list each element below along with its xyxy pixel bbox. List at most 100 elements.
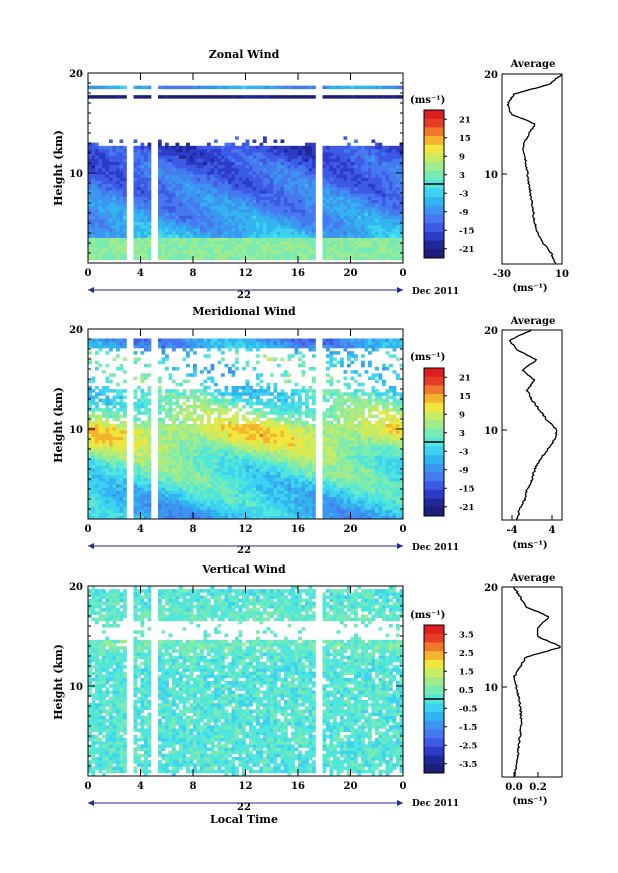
heatmap-cell <box>273 183 278 188</box>
heatmap-cell <box>186 95 190 99</box>
heatmap-cell <box>95 360 99 365</box>
heatmap-cell <box>203 439 208 444</box>
heatmap-cell <box>133 474 138 479</box>
heatmap-cell <box>280 199 285 204</box>
heatmap-cell <box>389 168 393 172</box>
heatmap-cell <box>105 145 110 150</box>
heatmap-cell <box>88 465 92 469</box>
heatmap-cell <box>217 206 222 210</box>
heatmap-cell <box>189 462 194 466</box>
heatmap-cell <box>210 202 215 207</box>
heatmap-cell <box>196 215 201 219</box>
heatmap-cell <box>88 149 92 153</box>
heatmap-cell <box>95 190 99 194</box>
heatmap-cell <box>326 199 330 204</box>
heatmap-cell <box>217 360 222 365</box>
heatmap-cell <box>371 228 376 232</box>
heatmap-cell <box>270 155 274 159</box>
heatmap-cell <box>235 221 239 226</box>
heatmap-cell <box>357 187 362 191</box>
heatmap-cell <box>200 206 204 210</box>
heatmap-cell <box>207 152 211 156</box>
heatmap-cell <box>175 496 180 501</box>
zonal-wind-title: Zonal Wind <box>209 48 280 61</box>
heatmap-cell <box>175 177 180 181</box>
heatmap-cell <box>298 152 302 156</box>
heatmap-cell <box>182 196 187 200</box>
heatmap-cell <box>340 164 344 169</box>
heatmap-cell <box>161 443 166 447</box>
heatmap-cell <box>259 202 264 207</box>
heatmap-cell <box>168 474 173 479</box>
heatmap-cell <box>147 190 152 194</box>
heatmap-cell <box>378 174 383 178</box>
heatmap-cell <box>266 174 271 178</box>
heatmap-cell <box>224 344 229 349</box>
heatmap-cell <box>119 395 124 399</box>
heatmap-cell <box>256 155 260 159</box>
heatmap-cell <box>263 180 267 185</box>
heatmap-cell <box>182 500 187 504</box>
heatmap-cell <box>361 253 365 257</box>
heatmap-cell <box>221 420 225 425</box>
heatmap-cell <box>301 183 306 188</box>
heatmap-cell <box>375 85 379 90</box>
heatmap-cell <box>252 149 257 153</box>
heatmap-cell <box>189 190 194 194</box>
heatmap-cell <box>88 500 92 504</box>
heatmap-cell <box>291 247 295 251</box>
heatmap-cell <box>224 408 229 412</box>
heatmap-cell <box>399 149 404 153</box>
heatmap-cell <box>193 471 197 475</box>
heatmap-cell <box>109 190 113 194</box>
heatmap-cell <box>343 149 348 153</box>
heatmap-cell <box>179 250 183 254</box>
heatmap-cell <box>102 202 106 207</box>
heatmap-cell <box>291 231 295 235</box>
heatmap-cell <box>273 228 278 232</box>
heatmap-cell <box>378 206 383 210</box>
heatmap-cell <box>277 190 281 194</box>
heatmap-cell <box>123 500 127 504</box>
heatmap-cell <box>357 171 362 175</box>
heatmap-cell <box>147 231 152 235</box>
heatmap-cell <box>119 465 124 469</box>
heatmap-cell <box>249 149 253 153</box>
heatmap-cell <box>158 512 162 517</box>
heatmap-cell <box>88 193 92 197</box>
heatmap-cell <box>112 231 117 235</box>
heatmap-cell <box>266 164 271 169</box>
heatmap-cell <box>354 177 358 181</box>
heatmap-cell <box>168 158 173 162</box>
heatmap-cell <box>326 183 330 188</box>
heatmap-cell <box>196 187 201 191</box>
heatmap-cell <box>235 199 239 204</box>
heatmap-cell <box>158 95 162 99</box>
heatmap-cell <box>336 212 341 216</box>
heatmap-cell <box>123 206 127 210</box>
heatmap-cell <box>287 218 292 223</box>
heatmap-cell <box>371 196 376 200</box>
heatmap-cell <box>336 221 341 226</box>
heatmap-cell <box>95 168 99 172</box>
heatmap-cell <box>228 187 232 191</box>
heatmap-cell <box>179 225 183 229</box>
heatmap-cell <box>242 221 246 226</box>
heatmap-cell <box>301 234 306 238</box>
heatmap-cell <box>329 158 334 162</box>
heatmap-cell <box>88 433 92 437</box>
heatmap-cell <box>329 218 334 223</box>
heatmap-cell <box>354 231 358 235</box>
heatmap-cell <box>357 199 362 204</box>
heatmap-cell <box>165 490 169 494</box>
heatmap-cell <box>175 430 180 434</box>
heatmap-cell <box>305 95 309 99</box>
heatmap-cell <box>193 452 197 456</box>
heatmap-cell <box>133 155 138 159</box>
heatmap-cell <box>91 500 96 504</box>
heatmap-cell <box>228 202 232 207</box>
heatmap-cell <box>322 161 327 166</box>
heatmap-cell <box>256 180 260 185</box>
heatmap-cell <box>91 401 96 406</box>
heatmap-cell <box>221 401 225 406</box>
